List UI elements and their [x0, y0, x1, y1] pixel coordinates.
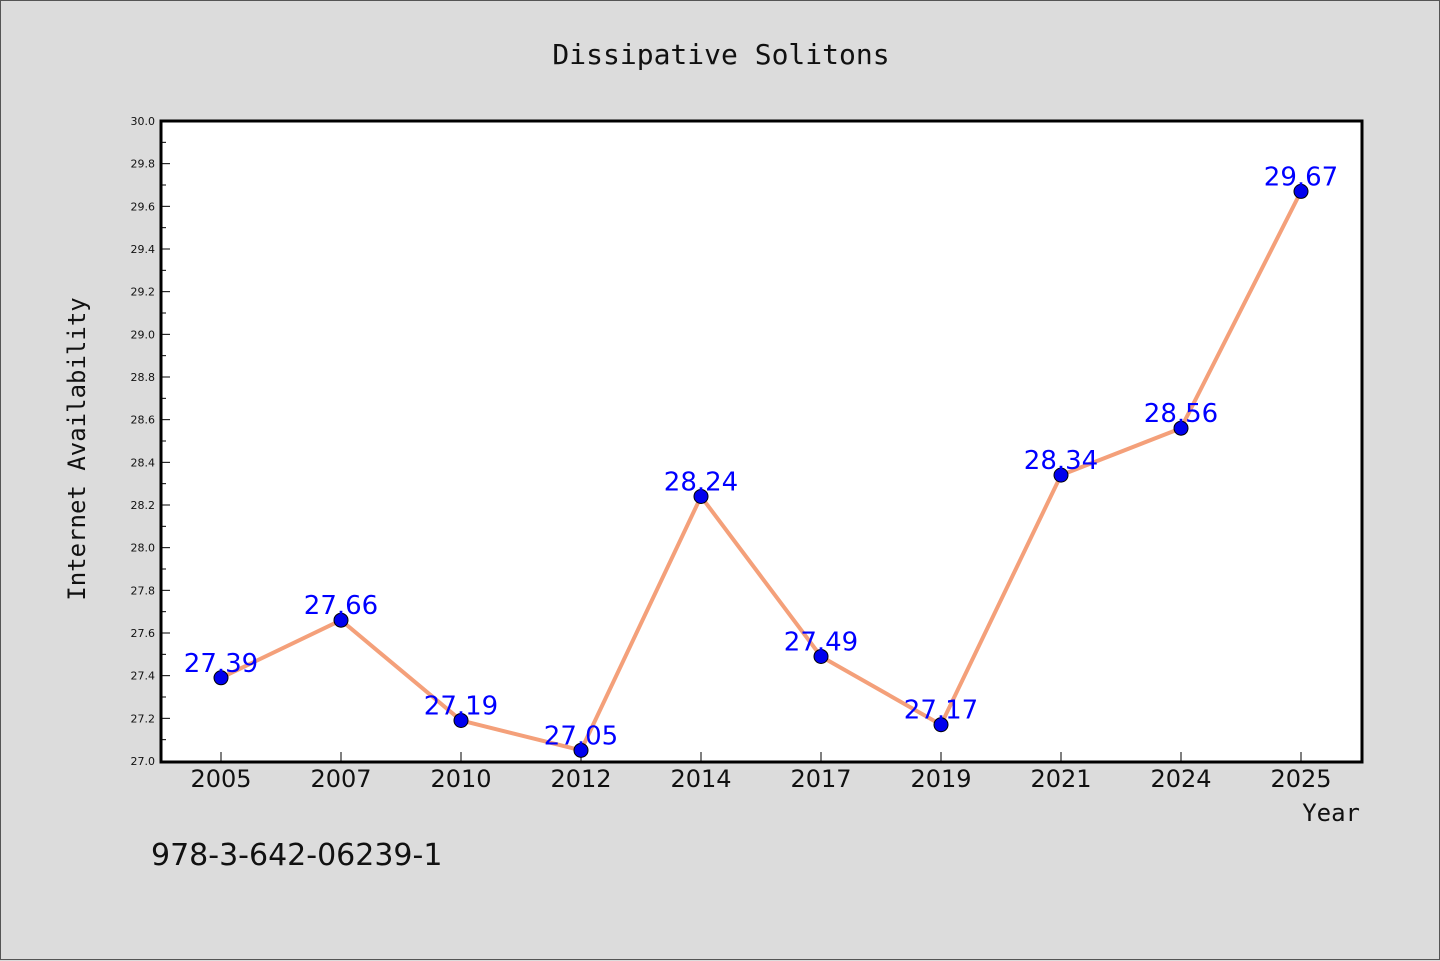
data-point: [813, 648, 829, 664]
x-tick-label: 2010: [430, 765, 491, 793]
data-label: 28.34: [1024, 446, 1098, 476]
data-label: 28.24: [664, 467, 738, 497]
y-tick-label: 28.8: [131, 371, 156, 384]
data-label: 27.17: [904, 696, 978, 726]
x-tick-label: 2007: [310, 765, 371, 793]
data-point: [933, 717, 949, 733]
y-tick-label: 28.6: [131, 414, 156, 427]
data-point: [693, 488, 709, 504]
data-point: [213, 670, 229, 686]
y-tick-label: 29.8: [131, 158, 156, 171]
data-labels: 27.39 27.66 27.19 27.05 28.24 27.49 27.17 28.34…: [184, 162, 1338, 751]
x-tick-label: 2019: [910, 765, 971, 793]
y-tick-label: 28.2: [131, 499, 156, 512]
x-tick-label: 2017: [790, 765, 851, 793]
data-points: [213, 183, 1309, 758]
data-label: 27.19: [424, 691, 498, 721]
data-label: 27.05: [544, 721, 618, 751]
data-point: [1053, 467, 1069, 483]
data-point: [573, 742, 589, 758]
y-tick-label: 27.6: [131, 627, 156, 640]
y-tick-label: 30.0: [131, 115, 156, 128]
y-tick-label: 27.4: [131, 670, 156, 683]
series-line: [220, 190, 1303, 753]
y-tick-label: 29.0: [131, 328, 156, 341]
data-label: 27.66: [304, 591, 378, 621]
x-tick-label: 2012: [550, 765, 611, 793]
footer-isbn: 978-3-642-06239-1: [151, 838, 442, 873]
y-tick-label: 27.8: [131, 584, 156, 597]
x-tick-label: 2005: [190, 765, 251, 793]
x-tick-label: 2021: [1030, 765, 1091, 793]
y-axis: 27.0 27.2 27.4 27.6 27.8 28.0 28.2 28.4 28.6 28.8…: [131, 115, 170, 768]
chart-title: Dissipative Solitons: [552, 38, 889, 71]
y-tick-label: 29.4: [131, 243, 156, 256]
y-tick-label: 29.6: [131, 200, 156, 213]
x-axis-label: Year: [1302, 799, 1360, 827]
data-label: 28.56: [1144, 399, 1218, 429]
x-tick-label: 2024: [1150, 765, 1211, 793]
data-point: [333, 612, 349, 628]
data-point: [1293, 183, 1309, 199]
data-point: [453, 712, 469, 728]
data-label: 29.67: [1264, 162, 1338, 192]
x-tick-label: 2025: [1270, 765, 1331, 793]
data-label: 27.49: [784, 627, 858, 657]
series-line-group: [220, 190, 1303, 753]
x-tick-label: 2014: [670, 765, 731, 793]
y-tick-label: 29.2: [131, 286, 156, 299]
y-tick-label: 27.2: [131, 712, 156, 725]
data-point: [1173, 420, 1189, 436]
x-axis: 2005 2007 2010 2012 2014 2017 2019 2021 2024 2025: [190, 752, 1332, 793]
data-label: 27.39: [184, 649, 258, 679]
y-axis-label: Internet Availability: [63, 297, 91, 600]
y-tick-label: 27.0: [131, 755, 156, 768]
y-tick-label: 28.0: [131, 542, 156, 555]
plot-area: [159, 119, 1364, 764]
y-tick-label: 28.4: [131, 456, 156, 469]
